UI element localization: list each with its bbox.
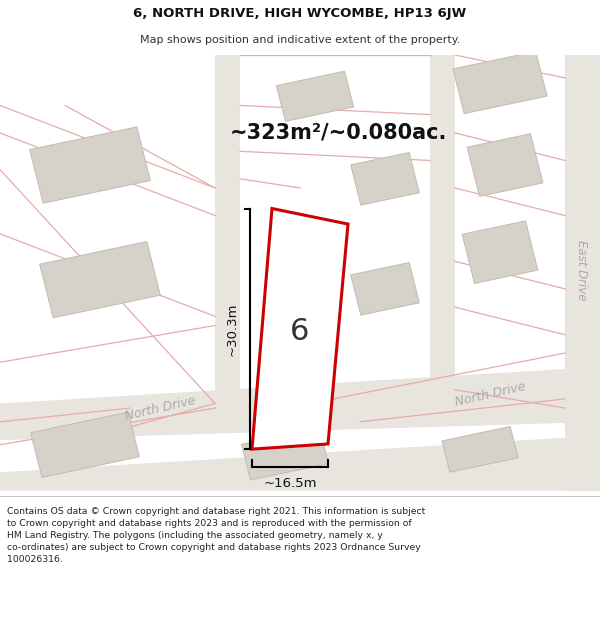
Polygon shape xyxy=(215,55,240,408)
Polygon shape xyxy=(252,209,348,449)
Text: Map shows position and indicative extent of the property.: Map shows position and indicative extent… xyxy=(140,34,460,44)
Polygon shape xyxy=(29,127,151,203)
Text: North Drive: North Drive xyxy=(454,380,527,409)
Polygon shape xyxy=(565,55,600,491)
Polygon shape xyxy=(242,428,328,480)
Polygon shape xyxy=(351,152,419,205)
Text: North Drive: North Drive xyxy=(124,394,197,422)
Text: ~323m²/~0.080ac.: ~323m²/~0.080ac. xyxy=(230,123,448,143)
Polygon shape xyxy=(277,71,353,121)
Text: East Drive: East Drive xyxy=(575,240,589,301)
Polygon shape xyxy=(442,426,518,472)
Polygon shape xyxy=(0,436,600,491)
Text: 6, NORTH DRIVE, HIGH WYCOMBE, HP13 6JW: 6, NORTH DRIVE, HIGH WYCOMBE, HP13 6JW xyxy=(133,8,467,20)
Polygon shape xyxy=(462,221,538,284)
Text: ~30.3m: ~30.3m xyxy=(226,302,239,356)
Polygon shape xyxy=(40,241,160,318)
Polygon shape xyxy=(0,367,600,440)
Polygon shape xyxy=(467,134,543,196)
Polygon shape xyxy=(453,51,547,114)
Text: ~16.5m: ~16.5m xyxy=(263,478,317,491)
Text: Contains OS data © Crown copyright and database right 2021. This information is : Contains OS data © Crown copyright and d… xyxy=(7,507,425,564)
Polygon shape xyxy=(351,262,419,315)
Polygon shape xyxy=(430,55,455,399)
Text: 6: 6 xyxy=(290,317,310,346)
Polygon shape xyxy=(31,412,139,478)
